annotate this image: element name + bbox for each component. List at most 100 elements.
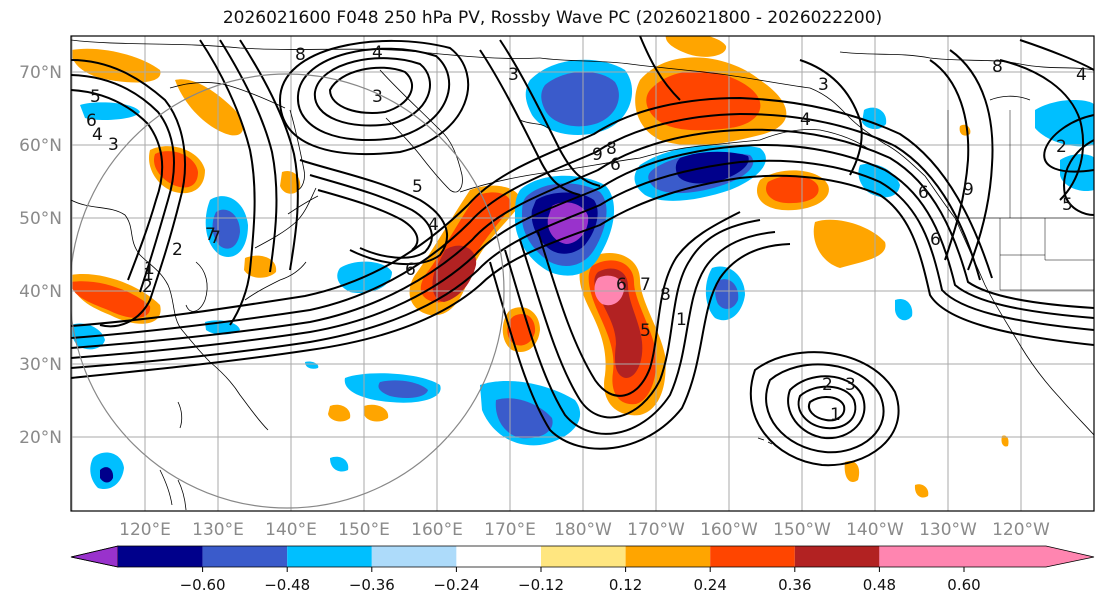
coastline-asia — [71, 199, 269, 431]
contour-label: 6 — [610, 155, 621, 175]
lon-label: 130°W — [919, 520, 977, 540]
colorbar-tick-label: 0.60 — [947, 576, 980, 594]
colorbar-outline — [70, 545, 1095, 568]
pv-contour — [71, 174, 1094, 379]
pv-contour — [219, 39, 278, 273]
coastline-kamchatka — [379, 69, 463, 193]
contour-label: 3 — [818, 75, 829, 95]
pv-negative-region — [378, 380, 428, 398]
coastline-taiwan — [177, 401, 183, 429]
lon-labels: 120°E 130°E 140°E 150°E 160°E 170°E 180°… — [119, 520, 1050, 540]
pv-contour — [299, 159, 449, 266]
pv-positive-region — [153, 151, 198, 188]
pv-negative-region — [715, 279, 739, 309]
pv-positive-region — [432, 245, 477, 302]
border-canada-provinces — [947, 110, 1011, 218]
coastline-korea — [185, 261, 208, 312]
pv-positive-region — [844, 460, 860, 482]
pv-negative-region — [212, 209, 240, 249]
pv-positive-region — [507, 313, 536, 346]
pv-contour — [765, 363, 885, 454]
border-states — [999, 218, 1094, 291]
coastline-hawaii — [757, 437, 773, 445]
contour-label: 9 — [592, 145, 603, 165]
lon-label: 160°E — [411, 520, 463, 540]
contour-label: 6 — [930, 230, 941, 250]
pv-positive-region — [280, 170, 301, 194]
map-frame — [70, 35, 1095, 512]
colorbar-extend-min — [70, 545, 119, 568]
pv-positive-region — [766, 175, 819, 204]
coastline-okhotsk — [169, 82, 286, 109]
pv-contour — [519, 219, 761, 419]
lon-label: 130°E — [192, 520, 244, 540]
coastline-philippines — [159, 469, 187, 511]
pv-contour — [199, 39, 256, 326]
contour-label: 2 — [1056, 137, 1067, 157]
contour-label: 4 — [372, 43, 383, 63]
contour-label: 2 — [142, 277, 153, 297]
lon-label: 120°W — [992, 520, 1050, 540]
pv-negative-region — [862, 107, 887, 130]
pv-positive-region — [244, 255, 277, 278]
pv-negative-region — [1035, 100, 1094, 147]
pv-contour — [537, 211, 741, 397]
pv-negative-region — [675, 151, 749, 184]
colorbar-swatch — [879, 546, 964, 567]
colorbar-swatch — [625, 546, 711, 567]
coastline-sakhalin — [289, 109, 305, 191]
contour-labels: 4 3 5 6 3 4 5 6 7 2 1 6 8 9 6 4 7 8 5 1 … — [86, 43, 1087, 425]
contour-label: 6 — [86, 111, 97, 131]
pv-contour — [71, 112, 981, 339]
pv-negative-region — [541, 71, 619, 127]
pv-shading — [71, 36, 1094, 498]
colorbar-swatch — [371, 546, 457, 567]
pv-negative-region — [330, 456, 349, 472]
pv-positive-region — [71, 281, 151, 318]
pv-contour — [1043, 114, 1094, 173]
pv-contour — [504, 231, 776, 435]
pv-positive-region — [1001, 435, 1009, 447]
lon-label: 120°E — [119, 520, 171, 540]
pv-negative-region — [305, 361, 319, 369]
contour-label: 8 — [992, 57, 1003, 77]
pv-positive-region — [175, 79, 244, 136]
pv-contour — [71, 74, 175, 293]
lat-label: 60°N — [19, 136, 62, 156]
pv-contour — [799, 59, 863, 176]
pv-contour — [296, 47, 451, 142]
lat-label: 20°N — [19, 428, 62, 448]
contour-label: 5 — [90, 87, 101, 107]
colorbar-tick-label: 0.48 — [863, 576, 896, 594]
pv-positive-region — [594, 275, 624, 306]
pv-negative-region — [895, 298, 913, 321]
colorbar-swatch — [541, 546, 626, 567]
pv-contour — [1019, 39, 1094, 71]
contour-label: 1 — [676, 310, 687, 330]
pv-contours — [71, 36, 1094, 467]
colorbar-tick-label: −0.36 — [349, 576, 395, 594]
contour-label: 6 — [918, 183, 929, 203]
pv-contour — [239, 39, 299, 271]
pv-positive-region — [914, 484, 929, 498]
lon-label: 160°W — [700, 520, 758, 540]
coastline-islands — [519, 119, 549, 129]
pv-contour — [71, 89, 164, 281]
pv-positive-region — [364, 404, 389, 422]
lon-label: 140°E — [265, 520, 317, 540]
contour-label: 6 — [616, 275, 627, 295]
contour-label: 3 — [372, 87, 383, 107]
pv-contour — [749, 351, 900, 467]
contour-label: 3 — [845, 375, 856, 395]
pv-contour — [639, 36, 681, 101]
colorbar-tick-label: −0.24 — [433, 576, 479, 594]
contour-label: 4 — [1076, 65, 1087, 85]
pv-contour — [1063, 139, 1094, 216]
contour-label: 3 — [108, 135, 119, 155]
contour-label: 1 — [830, 405, 841, 425]
pv-contour — [489, 243, 791, 450]
contour-label: 7 — [205, 225, 216, 245]
lon-label: 140°W — [846, 520, 904, 540]
colorbar-swatch — [710, 546, 795, 567]
lon-label: 170°E — [484, 520, 536, 540]
